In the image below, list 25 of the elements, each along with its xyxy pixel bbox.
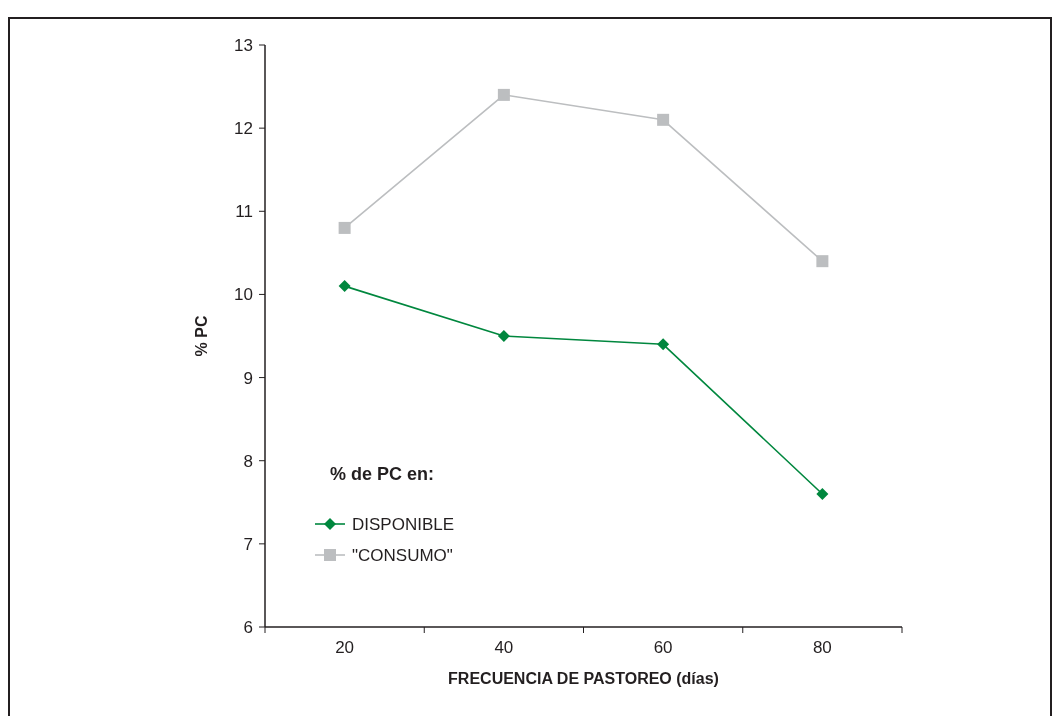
legend-label: DISPONIBLE: [352, 514, 455, 534]
legend-label: "CONSUMO": [352, 545, 453, 565]
x-tick-label: 80: [812, 638, 832, 657]
point: [657, 338, 670, 351]
y-tick-label: 9: [243, 368, 253, 388]
point: [497, 330, 510, 342]
y-tick-label: 7: [243, 534, 253, 554]
y-tick-label: 12: [234, 119, 253, 139]
point: [816, 255, 829, 268]
legend-title: % de PC en:: [330, 464, 435, 484]
point: [657, 113, 670, 126]
x-tick-label: 20: [335, 638, 355, 657]
y-tick-label: 6: [243, 617, 253, 637]
x-tick-label: 60: [653, 638, 673, 657]
x-axis-title: FRECUENCIA DE PASTOREO (días): [448, 670, 719, 687]
y-tick-label: 8: [243, 451, 253, 471]
y-tick-label: 13: [234, 35, 253, 55]
x-tick-label: 40: [494, 638, 514, 657]
y-tick-label: 11: [235, 202, 253, 222]
y-tick-label: 10: [234, 285, 253, 305]
y-axis-title: % PC: [193, 315, 210, 357]
point: [338, 221, 351, 234]
point: [338, 280, 351, 293]
point: [497, 88, 510, 101]
point: [816, 487, 829, 500]
